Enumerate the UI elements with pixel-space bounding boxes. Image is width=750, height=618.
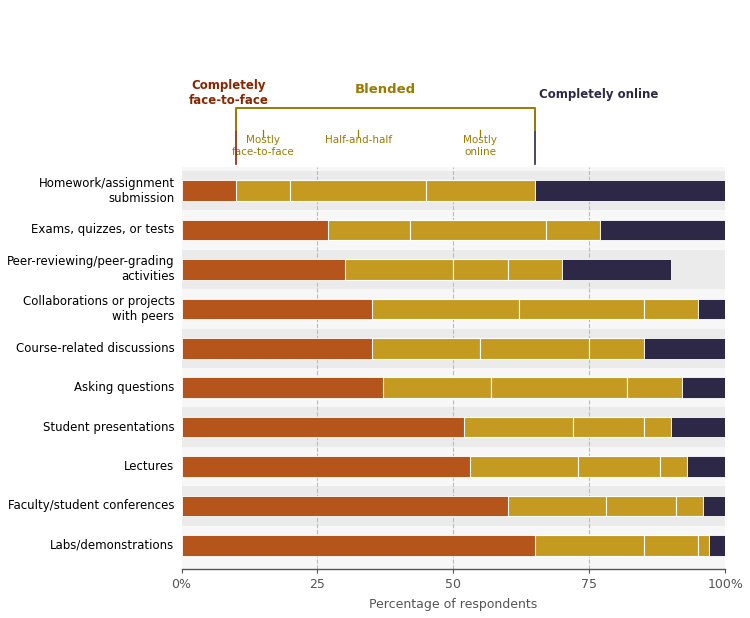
Bar [491,378,627,398]
Bar [546,220,600,240]
Bar [182,298,372,319]
Bar [182,171,725,210]
Text: Completely online: Completely online [539,88,658,101]
Bar [426,180,535,201]
Bar [453,259,508,279]
Bar [682,378,725,398]
Text: Blended: Blended [355,83,416,96]
Bar [508,259,562,279]
Bar [182,486,725,526]
Bar [660,456,687,477]
Text: Mostly
online: Mostly online [464,135,497,157]
Bar [535,535,644,556]
Bar [182,496,508,516]
Text: Half-and-half: Half-and-half [325,135,392,145]
Bar [464,417,573,438]
Bar [182,210,725,250]
Bar [627,378,682,398]
X-axis label: Percentage of respondents: Percentage of respondents [369,598,538,611]
Bar [644,338,725,358]
Text: Mostly
face-to-face: Mostly face-to-face [232,135,295,157]
Bar [182,378,382,398]
Bar [698,298,725,319]
Bar [182,329,725,368]
Bar [182,338,372,358]
Bar [562,259,670,279]
Bar [182,407,725,447]
Bar [687,456,725,477]
Bar [676,496,703,516]
Bar [182,289,725,329]
Bar [372,298,518,319]
Bar [518,298,644,319]
Bar [182,250,725,289]
Bar [182,180,236,201]
Bar [698,535,709,556]
Bar [535,180,725,201]
Bar [344,259,453,279]
Bar [290,180,426,201]
Text: Completely
face-to-face: Completely face-to-face [188,79,268,107]
Bar [709,535,725,556]
Bar [670,417,725,438]
Bar [182,456,470,477]
Bar [508,496,605,516]
Bar [410,220,546,240]
Bar [704,496,730,516]
Bar [590,338,644,358]
Bar [573,417,644,438]
Bar [182,417,464,438]
Bar [182,220,328,240]
Bar [182,447,725,486]
Bar [182,368,725,407]
Bar [600,220,725,240]
Bar [481,338,590,358]
Bar [578,456,660,477]
Bar [236,180,290,201]
Bar [372,338,481,358]
Bar [382,378,491,398]
Bar [470,456,578,477]
Bar [644,298,698,319]
Bar [182,526,725,565]
Bar [182,535,535,556]
Bar [328,220,410,240]
Bar [644,417,670,438]
Bar [182,259,344,279]
Bar [605,496,676,516]
Bar [644,535,698,556]
